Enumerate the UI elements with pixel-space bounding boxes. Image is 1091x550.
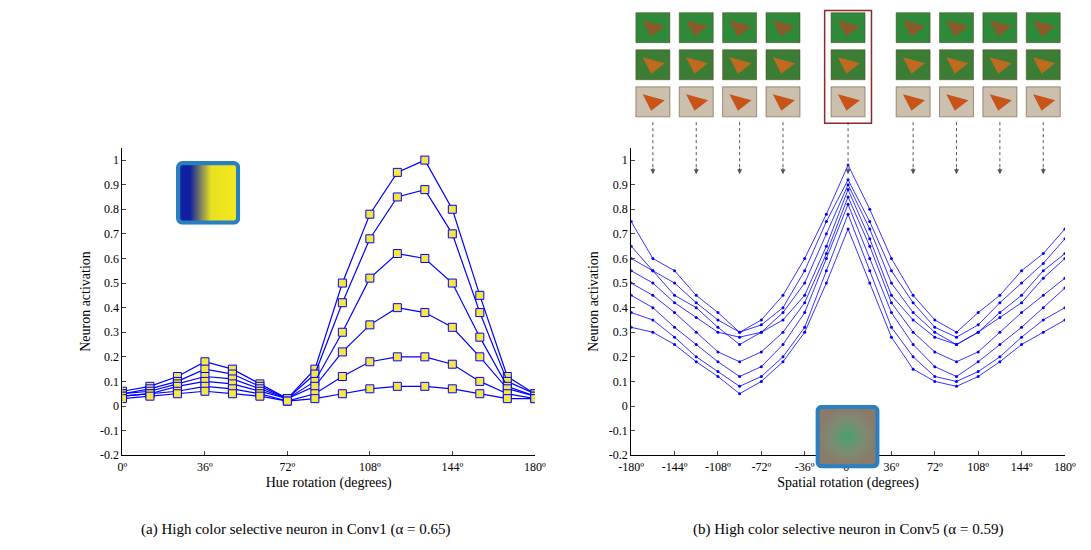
svg-text:-180º: -180º xyxy=(618,460,644,474)
svg-text:0.9: 0.9 xyxy=(104,178,119,192)
svg-text:Hue rotation (degrees): Hue rotation (degrees) xyxy=(266,475,392,491)
svg-text:144º: 144º xyxy=(1011,460,1033,474)
svg-text:-0.1: -0.1 xyxy=(609,424,628,438)
svg-text:-36º: -36º xyxy=(795,460,815,474)
svg-text:0: 0 xyxy=(113,399,119,413)
svg-text:0.6: 0.6 xyxy=(613,252,628,266)
svg-text:1: 1 xyxy=(113,153,119,167)
svg-text:-72º: -72º xyxy=(751,460,771,474)
svg-text:0.6: 0.6 xyxy=(104,252,119,266)
svg-text:0.5: 0.5 xyxy=(104,276,119,290)
svg-text:0.2: 0.2 xyxy=(613,350,628,364)
svg-text:0.7: 0.7 xyxy=(613,227,628,241)
svg-text:0º: 0º xyxy=(118,460,128,474)
svg-text:36º: 36º xyxy=(197,460,213,474)
svg-text:0.9: 0.9 xyxy=(613,178,628,192)
svg-text:(b) High color selective neuro: (b) High color selective neuron in Conv5… xyxy=(693,521,1003,538)
svg-text:0.8: 0.8 xyxy=(104,202,119,216)
svg-text:0.3: 0.3 xyxy=(613,325,628,339)
svg-text:0.8: 0.8 xyxy=(613,202,628,216)
svg-text:0.2: 0.2 xyxy=(104,350,119,364)
svg-text:-0.2: -0.2 xyxy=(609,448,628,462)
svg-text:0.5: 0.5 xyxy=(613,276,628,290)
svg-text:-108º: -108º xyxy=(705,460,731,474)
svg-text:108º: 108º xyxy=(967,460,989,474)
svg-text:0: 0 xyxy=(622,399,628,413)
svg-text:36º: 36º xyxy=(884,460,900,474)
svg-text:0.3: 0.3 xyxy=(104,325,119,339)
svg-text:180º: 180º xyxy=(1054,460,1076,474)
svg-text:0.1: 0.1 xyxy=(104,375,119,389)
svg-text:-0.1: -0.1 xyxy=(100,424,119,438)
svg-text:0.4: 0.4 xyxy=(104,301,119,315)
svg-text:0º: 0º xyxy=(843,460,853,474)
svg-text:-0.2: -0.2 xyxy=(100,448,119,462)
svg-text:144º: 144º xyxy=(441,460,463,474)
svg-text:0.4: 0.4 xyxy=(613,301,628,315)
svg-text:72º: 72º xyxy=(280,460,296,474)
svg-text:72º: 72º xyxy=(927,460,943,474)
svg-text:108º: 108º xyxy=(359,460,381,474)
svg-text:Spatial rotation (degrees): Spatial rotation (degrees) xyxy=(777,475,919,491)
svg-text:Neuron activation: Neuron activation xyxy=(78,251,93,352)
svg-text:180º: 180º xyxy=(524,460,546,474)
svg-text:1: 1 xyxy=(622,153,628,167)
svg-text:Neuron activation: Neuron activation xyxy=(586,251,601,352)
svg-text:0.1: 0.1 xyxy=(613,375,628,389)
svg-text:-144º: -144º xyxy=(662,460,688,474)
svg-text:0.7: 0.7 xyxy=(104,227,119,241)
svg-text:(a) High color selective neuro: (a) High color selective neuron in Conv1… xyxy=(141,521,451,538)
